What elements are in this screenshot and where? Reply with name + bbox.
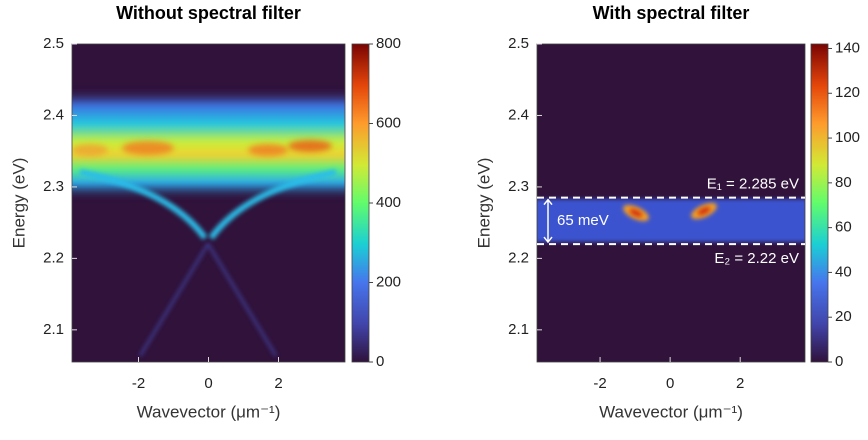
x-tick-label: -2: [132, 375, 145, 392]
y-tick-label: 2.5: [508, 35, 529, 52]
x-axis-label: Wavevector (μm⁻¹): [599, 402, 743, 421]
chart-title: With spectral filter: [593, 3, 750, 23]
y-tick-label: 2.5: [43, 35, 64, 52]
colorbar-tick-label: 800: [376, 35, 401, 52]
colorbar-tick-label: 100: [835, 129, 860, 146]
heatmap-image: [537, 44, 805, 362]
y-tick-label: 2.1: [43, 321, 64, 338]
y-tick-label: 2.2: [508, 249, 529, 266]
x-tick-label: -2: [593, 375, 606, 392]
y-tick-label: 2.4: [43, 106, 64, 123]
x-tick-label: 0: [666, 375, 674, 392]
span-label: 65 meV: [557, 212, 609, 229]
colorbar-tick-label: 40: [835, 263, 852, 280]
colorbar-tick-label: 60: [835, 219, 852, 236]
energy-label: E₁ = 2.285 eV: [707, 176, 799, 193]
plot-frame: [536, 43, 806, 363]
colorbar: [810, 43, 829, 363]
energy-label: E₂ = 2.22 eV: [714, 250, 799, 267]
colorbar-tick-label: 80: [835, 174, 852, 191]
y-tick-label: 2.1: [508, 321, 529, 338]
y-tick-label: 2.2: [43, 249, 64, 266]
colorbar-tick-label: 20: [835, 308, 852, 325]
span-arrow: [543, 198, 553, 244]
y-axis-label: Energy (eV): [9, 158, 28, 249]
y-tick-label: 2.3: [43, 178, 64, 195]
chart-title: Without spectral filter: [116, 3, 301, 23]
colorbar-tick-label: 0: [835, 353, 843, 370]
y-tick-label: 2.4: [508, 106, 529, 123]
colorbar-tick-label: 600: [376, 114, 401, 131]
x-tick-label: 2: [274, 375, 282, 392]
colorbar-tick-label: 120: [835, 84, 860, 101]
colorbar-tick-label: 400: [376, 194, 401, 211]
y-axis-label: Energy (eV): [474, 158, 493, 249]
x-axis-label: Wavevector (μm⁻¹): [137, 402, 281, 421]
x-tick-label: 0: [204, 375, 212, 392]
x-tick-label: 2: [736, 375, 744, 392]
y-tick-label: 2.3: [508, 178, 529, 195]
colorbar-tick-label: 140: [835, 39, 860, 56]
heatmap-image: [72, 44, 345, 362]
colorbar-tick-label: 200: [376, 273, 401, 290]
colorbar: [351, 43, 370, 363]
colorbar-tick-label: 0: [376, 353, 384, 370]
